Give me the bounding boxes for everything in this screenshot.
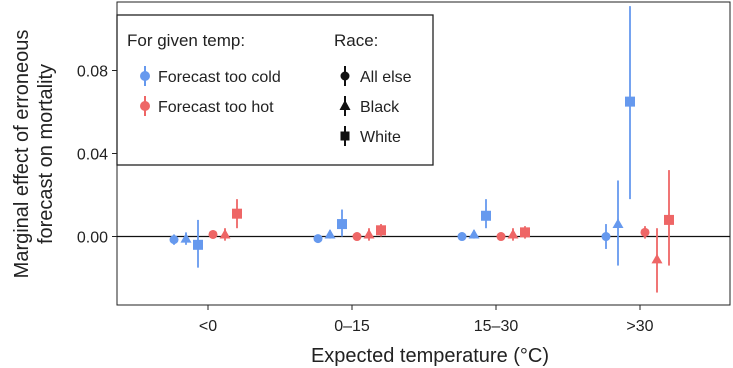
legend-white-square	[340, 131, 350, 141]
legend-box	[116, 14, 434, 166]
legend-black-label: Black	[360, 99, 400, 116]
point-cold-all-else	[601, 232, 611, 242]
legend-color-title: For given temp:	[127, 31, 245, 50]
x-tick-label: 0–15	[334, 318, 370, 335]
point-cold-white	[481, 210, 491, 221]
chart-marks	[169, 6, 674, 293]
y-axis-label-line-1: Marginal effect of erroneous	[11, 30, 33, 279]
x-tick-label: 15–30	[474, 318, 519, 335]
point-cold-white	[625, 96, 635, 107]
point-cold-black	[180, 233, 192, 243]
point-cold-all-else	[313, 234, 323, 244]
y-axis-label-line-2: forecast on mortality	[35, 64, 57, 244]
legend: For given temp: Race: Forecast too cold …	[116, 14, 434, 166]
legend-cold-point	[140, 71, 150, 81]
x-axis: <0 0–15 15–30 >30	[199, 305, 654, 335]
point-cold-white	[337, 219, 347, 230]
legend-black-triangle	[339, 100, 351, 110]
x-tick-label: >30	[626, 318, 653, 335]
point-hot-all-else	[352, 232, 362, 242]
point-hot-white	[520, 227, 530, 238]
legend-cold-label: Forecast too cold	[158, 69, 281, 86]
x-axis-label: Expected temperature (°C)	[311, 345, 549, 367]
point-hot-black	[219, 228, 231, 239]
point-hot-all-else	[208, 229, 218, 239]
point-hot-black	[651, 253, 663, 264]
y-tick-label: 0.00	[77, 230, 108, 247]
legend-white-label: White	[360, 129, 401, 146]
point-cold-black	[324, 228, 336, 239]
point-hot-white	[664, 214, 674, 225]
point-cold-white	[193, 239, 203, 250]
point-hot-black	[363, 228, 375, 239]
point-cold-black	[468, 228, 480, 239]
point-hot-all-else	[496, 232, 506, 242]
y-tick-label: 0.08	[77, 63, 108, 80]
point-hot-white	[232, 208, 242, 219]
y-tick-label: 0.04	[77, 147, 108, 164]
legend-hot-point	[140, 101, 150, 111]
legend-shape-title: Race:	[334, 31, 378, 50]
x-tick-label: <0	[199, 318, 217, 335]
point-hot-white	[376, 225, 386, 236]
point-cold-all-else	[457, 232, 467, 242]
point-hot-all-else	[640, 227, 650, 237]
legend-hot-label: Forecast too hot	[158, 99, 274, 116]
legend-allelse-label: All else	[360, 69, 412, 86]
legend-allelse-circle	[340, 71, 350, 81]
point-cold-black	[612, 218, 624, 229]
point-cold-all-else	[169, 235, 179, 245]
y-axis: 0.00 0.04 0.08	[77, 63, 117, 247]
point-hot-black	[507, 228, 519, 239]
